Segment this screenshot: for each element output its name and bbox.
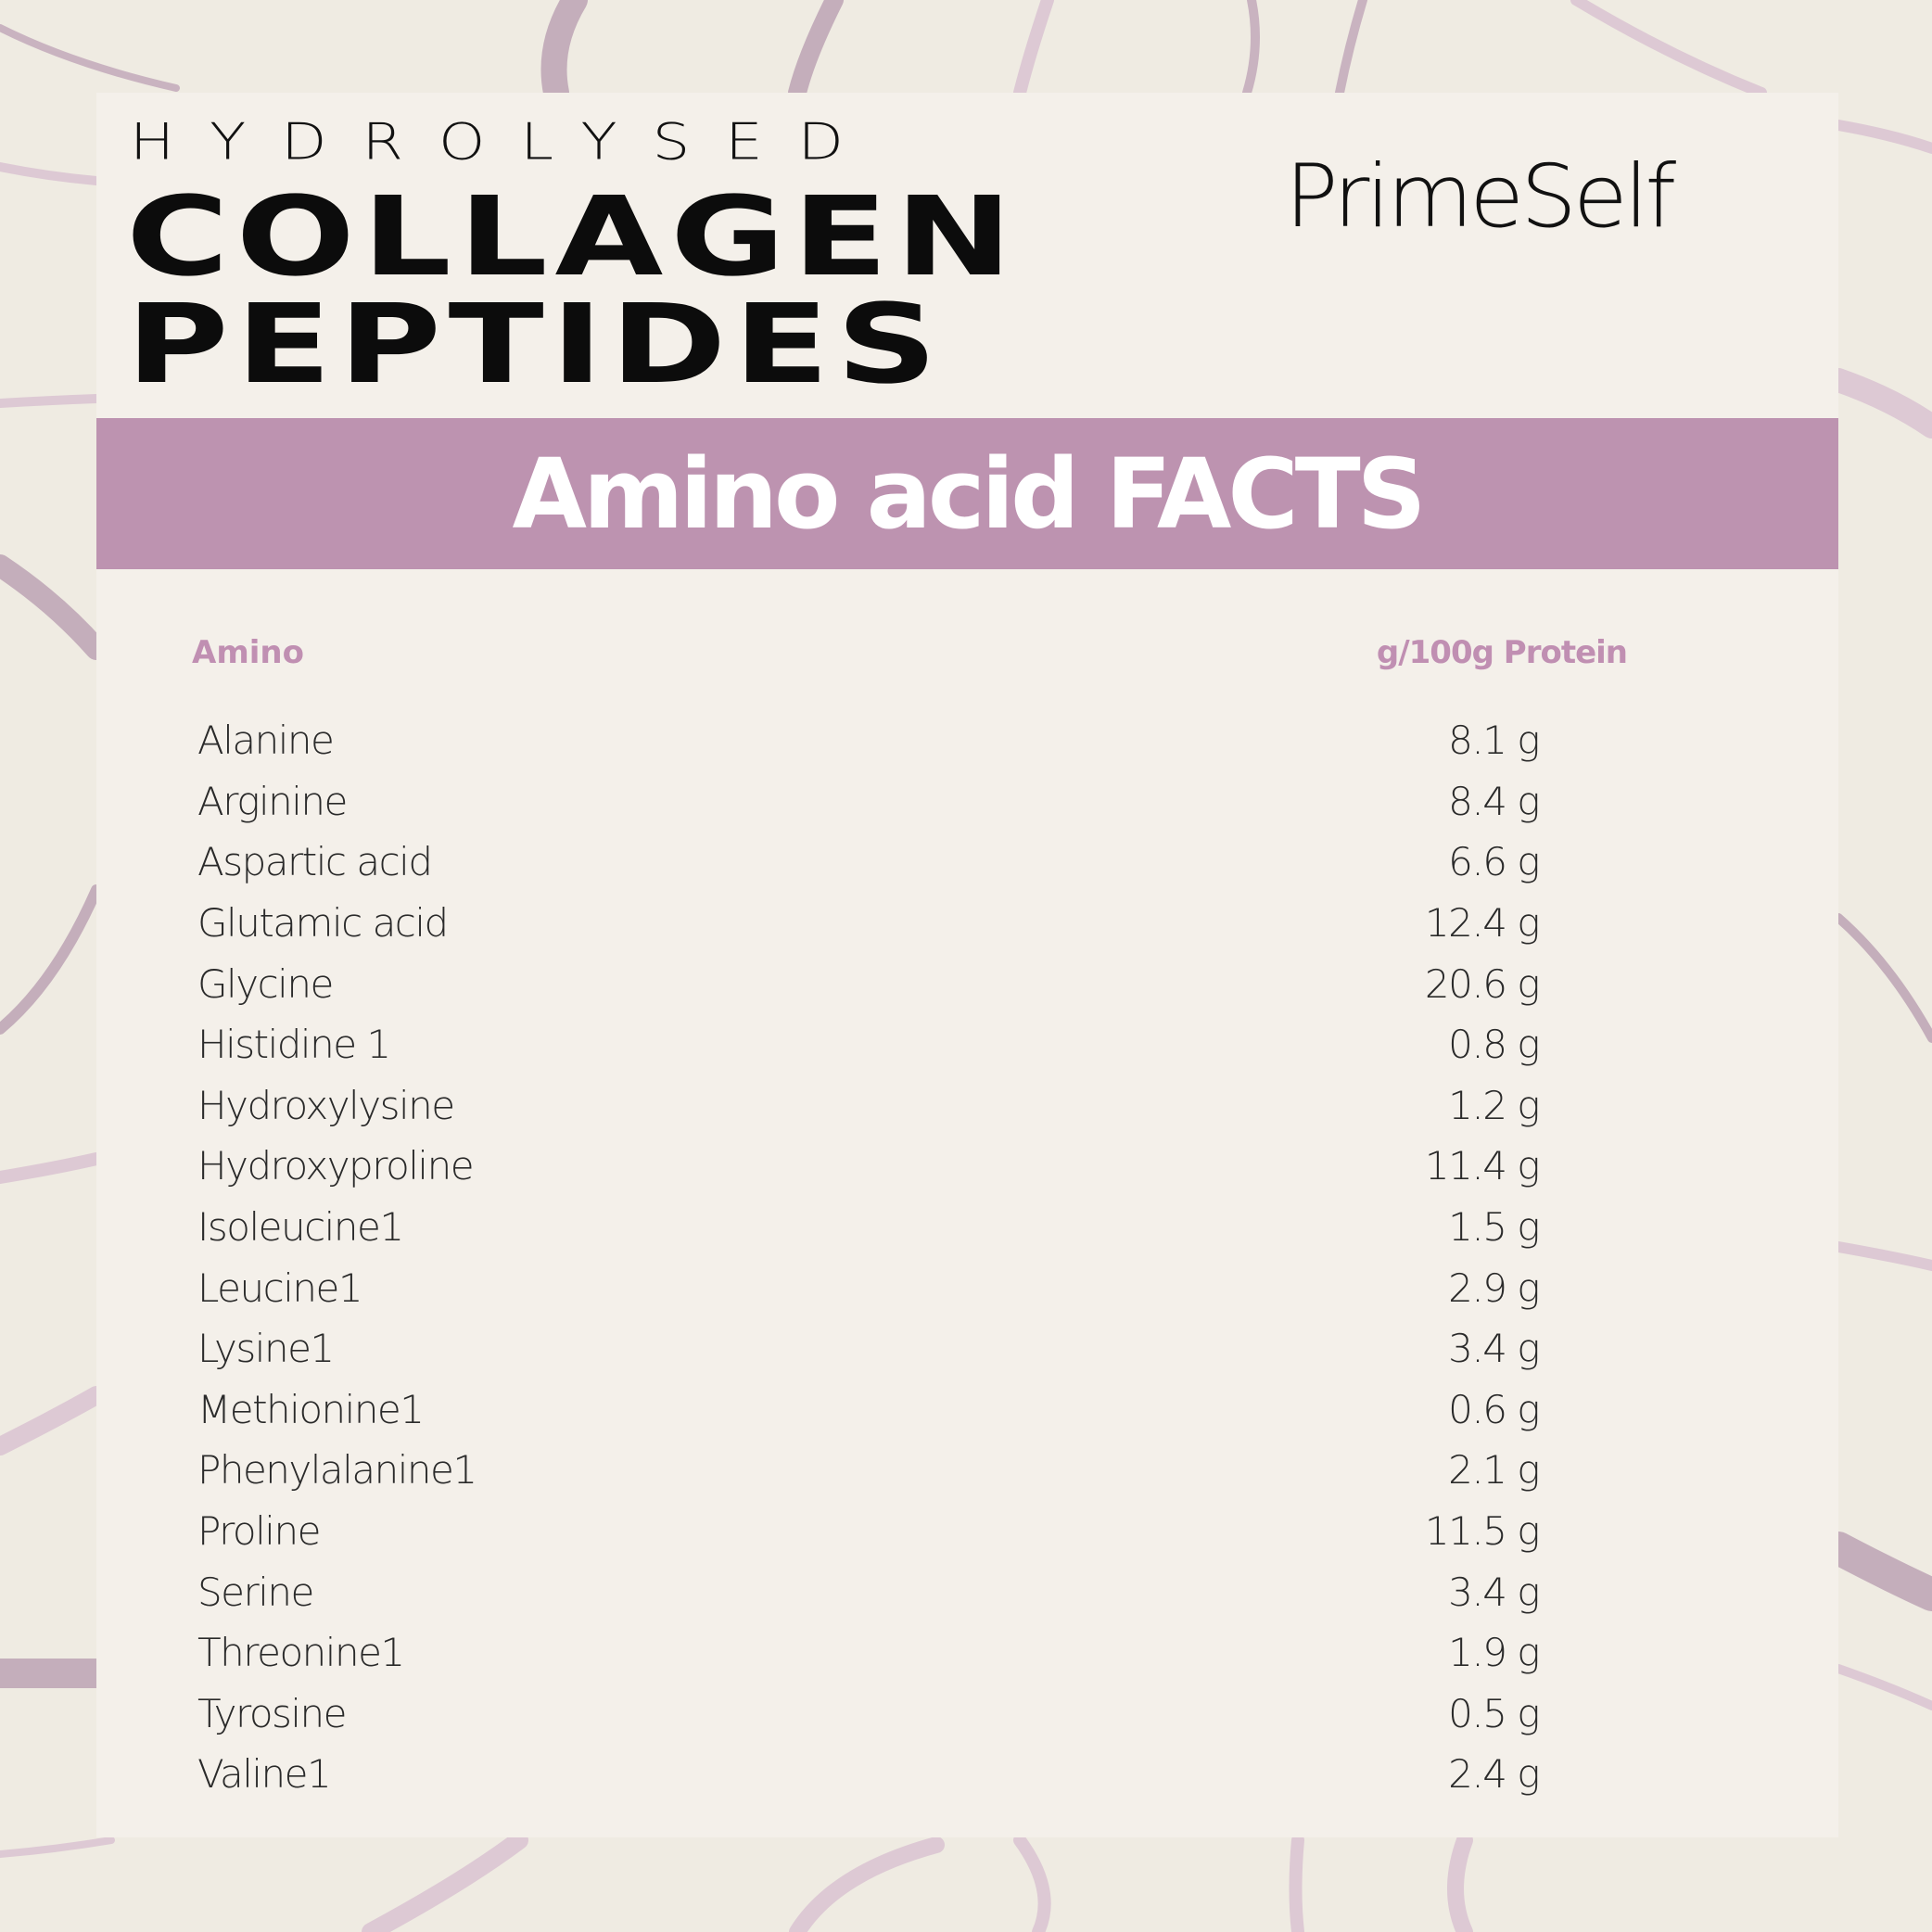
amino-value: 0.5 g [1448,1690,1540,1736]
banner-title: Amino acid FACTS [512,437,1426,551]
amino-name: Alanine [197,718,335,764]
amino-name: Histidine 1 [197,1022,391,1068]
content-card [96,93,1838,1837]
table-row: Glycine 20.6 g [197,953,1541,1014]
column-header-amino: Amino [192,634,304,671]
amino-value: 3.4 g [1448,1569,1540,1615]
amino-name: Isoleucine1 [197,1204,404,1251]
table-row: Hydroxyproline 11.4 g [197,1136,1541,1197]
amino-name: Phenylalanine1 [197,1447,477,1493]
amino-value: 20.6 g [1424,960,1541,1007]
amino-value: 1.5 g [1448,1204,1540,1251]
amino-name: Valine1 [197,1751,332,1798]
table-row: Aspartic acid 6.6 g [197,832,1540,893]
table-row: Alanine 8.1 g [197,710,1540,771]
table-row: Histidine 1 0.8 g [197,1014,1540,1075]
brand-logo: PrimeSelf [1284,146,1676,248]
amino-name: Leucine1 [197,1265,363,1311]
product-title-line-2: PEPTIDES [126,280,945,408]
amino-value: 2.9 g [1448,1265,1540,1311]
amino-value: 1.9 g [1448,1630,1540,1676]
amino-acid-table: Alanine 8.1 g Arginine 8.4 g Aspartic acid 6.… [197,710,1541,1805]
amino-name: Glycine [197,960,334,1007]
amino-name: Glutamic acid [197,900,449,947]
amino-name: Proline [197,1508,321,1555]
table-row: Leucine1 2.9 g [197,1257,1540,1318]
amino-value: 8.4 g [1448,778,1540,824]
amino-value: 2.1 g [1448,1447,1540,1493]
table-row: Arginine 8.4 g [197,771,1540,833]
amino-name: Lysine1 [197,1326,335,1372]
amino-name: Serine [197,1569,314,1615]
table-row: Methionine1 0.6 g [197,1379,1540,1441]
banner: Amino acid FACTS [96,418,1838,569]
amino-name: Arginine [197,778,348,824]
amino-name: Hydroxylysine [197,1082,455,1128]
amino-value: 2.4 g [1448,1751,1540,1798]
table-row: Hydroxylysine 1.2 g [197,1075,1540,1137]
table-row: Glutamic acid 12.4 g [197,893,1541,954]
table-row: Tyrosine 0.5 g [197,1684,1540,1745]
amino-value: 3.4 g [1448,1326,1540,1372]
column-header-amount: g/100g Protein [1376,634,1628,671]
table-row: Isoleucine1 1.5 g [197,1197,1540,1258]
amino-value: 6.6 g [1448,839,1540,885]
amino-value: 1.2 g [1448,1082,1540,1128]
amino-value: 11.4 g [1424,1143,1541,1189]
amino-name: Tyrosine [197,1690,348,1736]
table-row: Serine 3.4 g [197,1561,1540,1622]
product-title-line-1: COLLAGEN [126,172,1020,300]
amino-value: 0.6 g [1448,1386,1540,1432]
amino-value: 12.4 g [1424,900,1541,947]
table-row: Lysine1 3.4 g [197,1318,1540,1379]
table-row: Valine1 2.4 g [197,1744,1540,1805]
table-row: Threonine1 1.9 g [197,1622,1540,1684]
amino-name: Methionine1 [197,1386,425,1432]
product-subtitle: HYDROLYSED [130,113,879,172]
amino-value: 8.1 g [1448,718,1540,764]
amino-name: Hydroxyproline [197,1143,475,1189]
amino-name: Aspartic acid [197,839,433,885]
table-row: Phenylalanine1 2.1 g [197,1440,1540,1501]
amino-value: 11.5 g [1424,1508,1541,1555]
table-row: Proline 11.5 g [197,1501,1541,1562]
amino-name: Threonine1 [197,1630,405,1676]
amino-value: 0.8 g [1448,1022,1540,1068]
